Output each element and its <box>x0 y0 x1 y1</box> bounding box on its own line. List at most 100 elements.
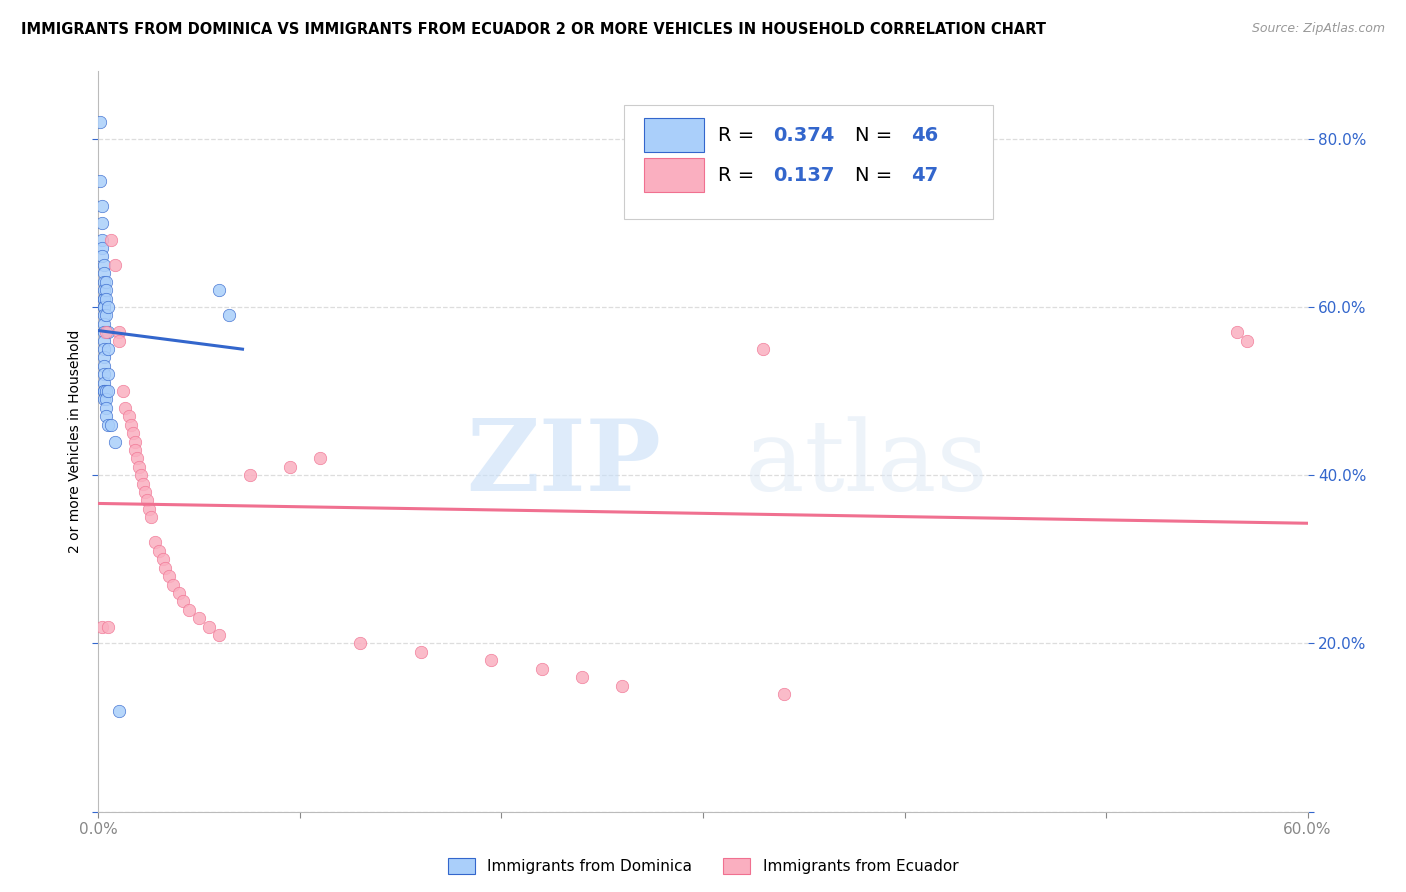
Point <box>148 544 170 558</box>
Point <box>278 459 301 474</box>
Point <box>107 325 129 339</box>
Text: 47: 47 <box>911 166 938 185</box>
Point <box>571 670 593 684</box>
Text: atlas: atlas <box>745 416 988 512</box>
Point <box>93 292 115 306</box>
Point <box>409 645 432 659</box>
Point <box>121 426 143 441</box>
Point <box>103 434 125 449</box>
Point <box>107 704 129 718</box>
Point <box>93 292 115 306</box>
FancyBboxPatch shape <box>644 158 704 192</box>
Point <box>93 309 115 323</box>
Point <box>93 351 115 365</box>
Point <box>772 687 794 701</box>
Point <box>93 368 115 382</box>
Point <box>157 569 180 583</box>
Point <box>153 560 176 574</box>
Text: IMMIGRANTS FROM DOMINICA VS IMMIGRANTS FROM ECUADOR 2 OR MORE VEHICLES IN HOUSEH: IMMIGRANTS FROM DOMINICA VS IMMIGRANTS F… <box>21 22 1046 37</box>
Point <box>93 317 115 331</box>
Point <box>96 384 118 398</box>
Point <box>132 476 155 491</box>
Point <box>198 619 221 633</box>
Point <box>93 266 115 280</box>
Point <box>100 233 122 247</box>
Point <box>97 368 120 382</box>
Point <box>93 342 115 356</box>
Point <box>97 619 120 633</box>
Point <box>111 384 134 398</box>
Point <box>138 501 160 516</box>
Point <box>89 174 111 188</box>
Point <box>97 417 120 432</box>
Point <box>152 552 174 566</box>
Point <box>124 434 146 449</box>
Point <box>612 679 634 693</box>
Point <box>481 653 503 667</box>
Point <box>96 292 118 306</box>
Legend: Immigrants from Dominica, Immigrants from Ecuador: Immigrants from Dominica, Immigrants fro… <box>447 858 959 874</box>
Point <box>752 342 775 356</box>
Point <box>120 417 142 432</box>
Text: ZIP: ZIP <box>465 416 661 512</box>
Point <box>179 603 201 617</box>
Point <box>97 342 120 356</box>
Point <box>1236 334 1258 348</box>
Point <box>218 309 240 323</box>
Point <box>129 468 152 483</box>
Point <box>188 611 211 625</box>
Point <box>93 325 115 339</box>
Point <box>96 275 118 289</box>
Point <box>93 392 115 407</box>
Point <box>239 468 262 483</box>
Point <box>103 258 125 272</box>
Point <box>96 283 118 297</box>
Text: 0.137: 0.137 <box>773 166 835 185</box>
Point <box>208 283 231 297</box>
Text: R =: R = <box>717 166 761 185</box>
Point <box>93 384 115 398</box>
Point <box>162 577 184 591</box>
Point <box>91 199 114 213</box>
Point <box>97 384 120 398</box>
Point <box>93 359 115 373</box>
Point <box>93 258 115 272</box>
Point <box>93 300 115 314</box>
Point <box>1226 325 1249 339</box>
Point <box>172 594 194 608</box>
Text: 0.374: 0.374 <box>773 126 835 145</box>
Point <box>93 283 115 297</box>
Point <box>89 115 111 129</box>
Point <box>128 459 150 474</box>
Point <box>135 493 157 508</box>
Point <box>93 384 115 398</box>
Point <box>91 249 114 264</box>
Point <box>134 485 156 500</box>
Point <box>91 216 114 230</box>
Text: 46: 46 <box>911 126 938 145</box>
Point <box>124 442 146 457</box>
Point <box>96 325 118 339</box>
Point <box>100 417 122 432</box>
Point <box>167 586 190 600</box>
Point <box>118 409 141 424</box>
Point <box>139 510 162 524</box>
Point <box>349 636 371 650</box>
Point <box>125 451 148 466</box>
Text: R =: R = <box>717 126 761 145</box>
Point <box>530 662 553 676</box>
Point <box>208 628 231 642</box>
Point <box>96 401 118 415</box>
Point <box>93 376 115 390</box>
Point <box>96 409 118 424</box>
Y-axis label: 2 or more Vehicles in Household: 2 or more Vehicles in Household <box>67 330 82 553</box>
Point <box>114 401 136 415</box>
FancyBboxPatch shape <box>644 118 704 152</box>
Point <box>309 451 332 466</box>
Point <box>143 535 166 549</box>
Point <box>96 309 118 323</box>
Point <box>96 392 118 407</box>
Point <box>93 275 115 289</box>
Text: N =: N = <box>855 126 898 145</box>
Point <box>97 325 120 339</box>
